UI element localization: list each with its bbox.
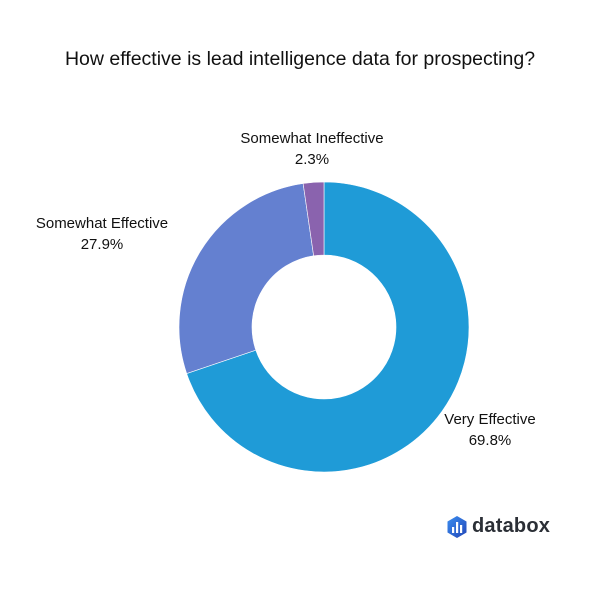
databox-logo: databox: [447, 515, 550, 538]
label-somewhat-ineffective: Somewhat Ineffective 2.3%: [222, 128, 402, 170]
chart-title: How effective is lead intelligence data …: [64, 48, 536, 70]
slice-label: Somewhat Ineffective: [240, 130, 384, 147]
slice-very-effective: [186, 181, 470, 473]
databox-logo-text: databox: [472, 515, 551, 537]
databox-logo-icon: [447, 515, 467, 538]
slice-value: 27.9%: [80, 236, 124, 253]
slice-value: 69.8%: [468, 432, 512, 449]
slice-value: 2.3%: [294, 151, 330, 168]
slice-somewhat-ineffective: [302, 181, 325, 257]
label-somewhat-effective: Somewhat Effective 27.9%: [22, 213, 182, 255]
slice-somewhat-effective: [178, 183, 314, 374]
slice-label: Somewhat Effective: [35, 215, 169, 232]
slice-label: Very Effective: [444, 411, 536, 428]
label-very-effective: Very Effective 69.8%: [430, 409, 550, 451]
